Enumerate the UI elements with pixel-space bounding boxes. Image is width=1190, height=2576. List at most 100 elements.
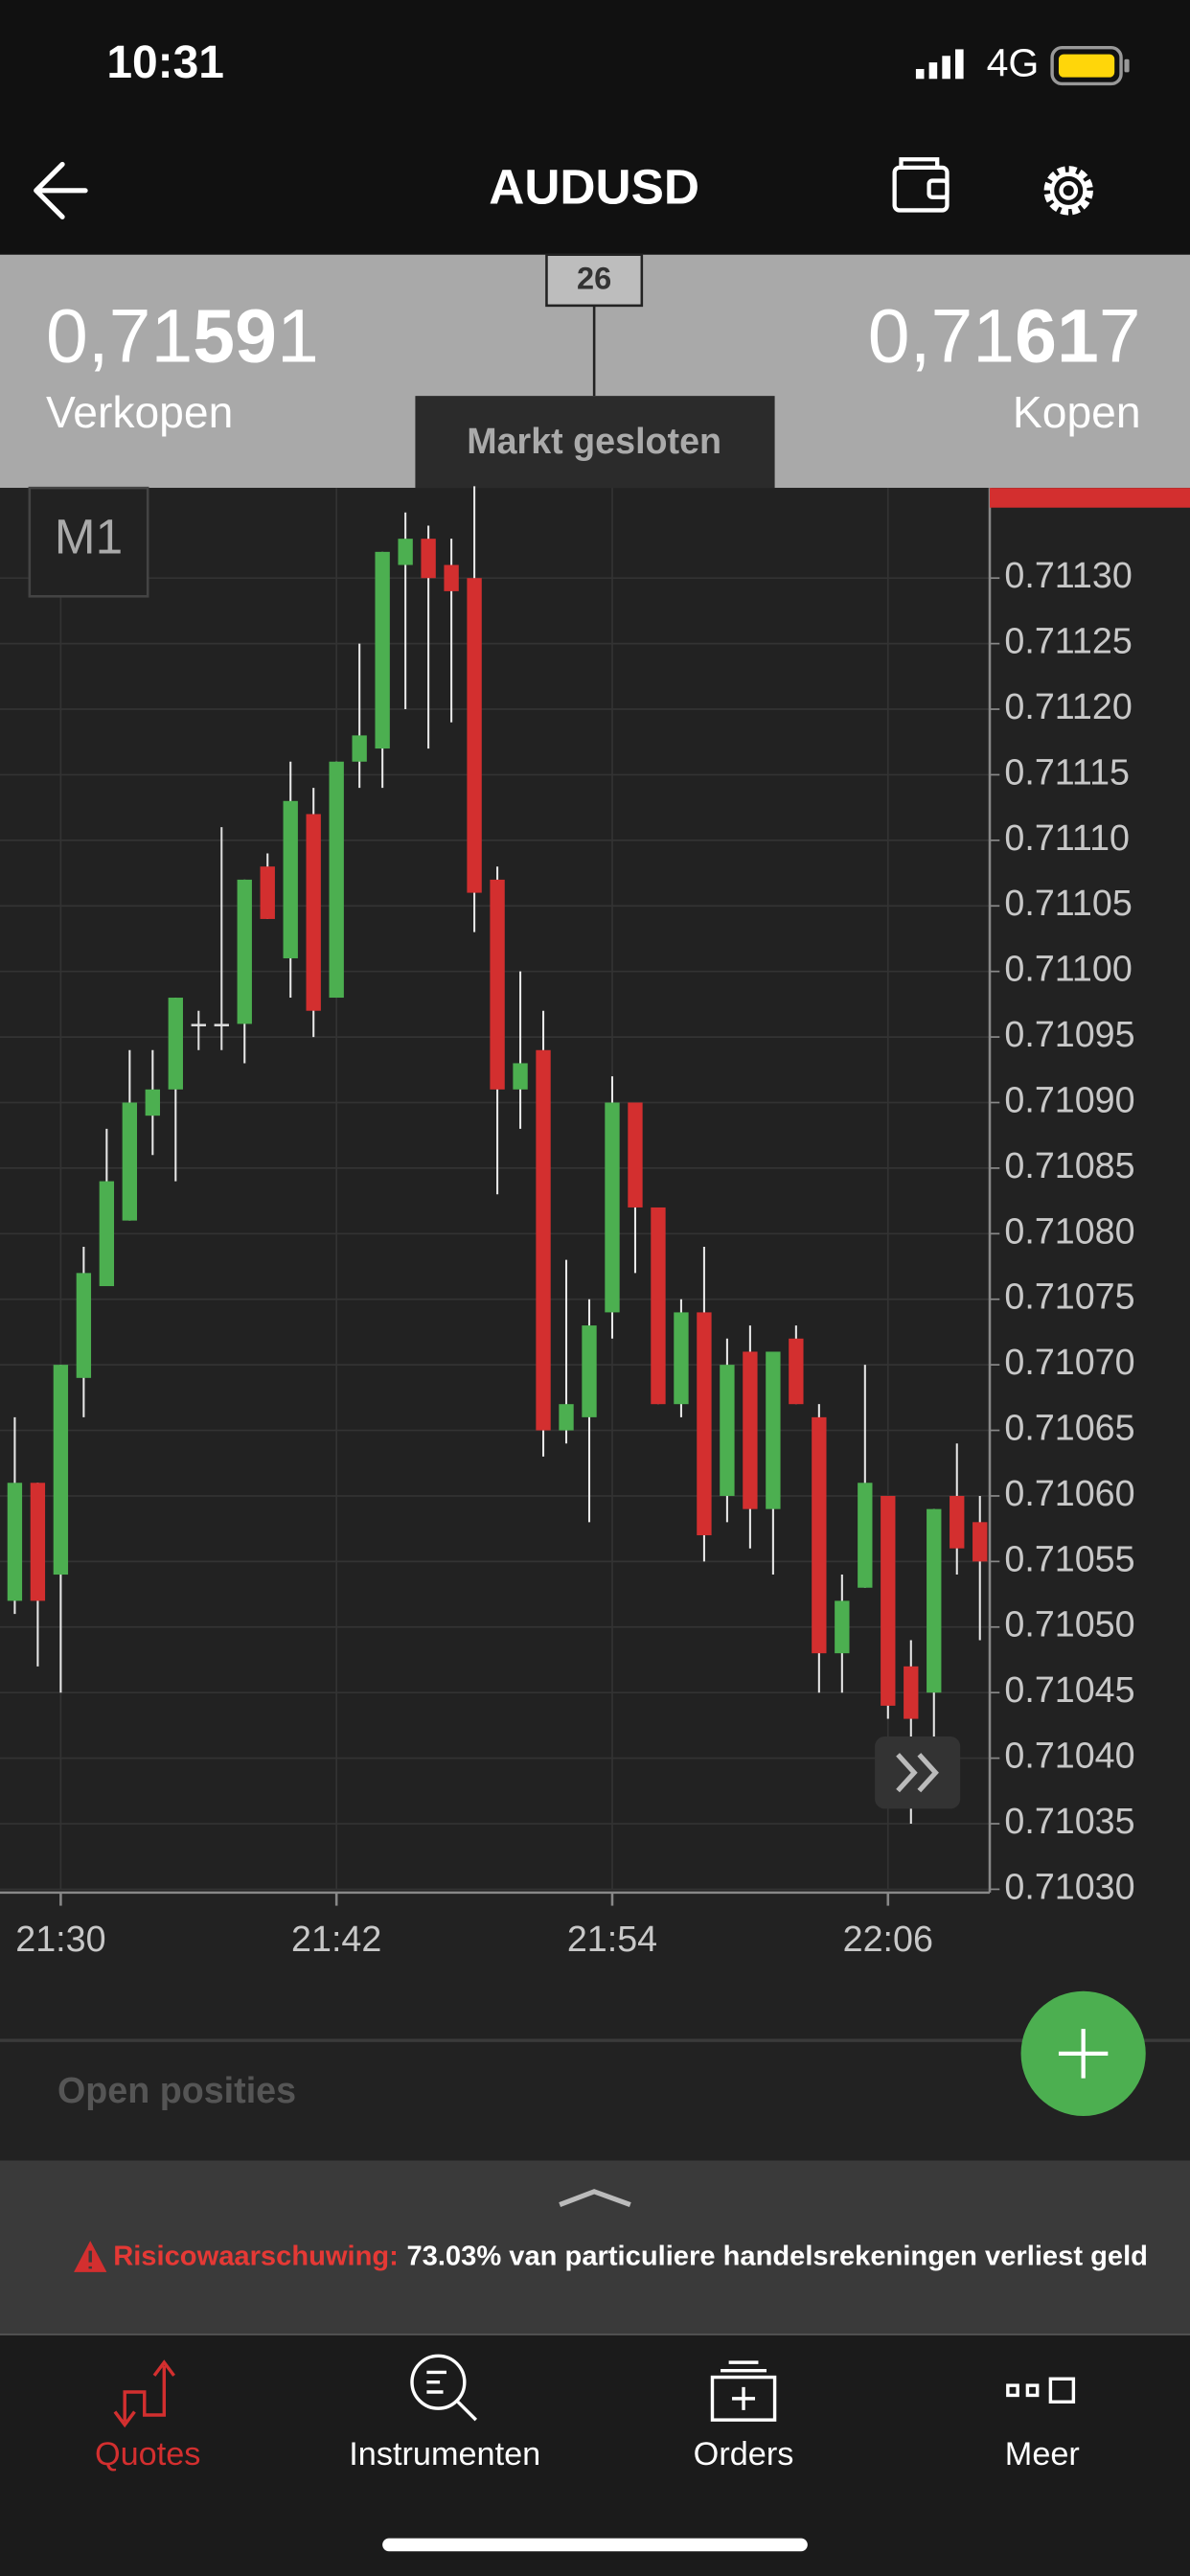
candle-body — [904, 1666, 919, 1719]
y-tick-label: 0.71070 — [1004, 1342, 1134, 1382]
candle-body — [582, 1325, 597, 1417]
y-tick-label: 0.71080 — [1004, 1210, 1134, 1251]
candle-body — [973, 1522, 988, 1562]
spread-marker: 26 — [577, 262, 611, 296]
candle-body — [766, 1351, 781, 1509]
price-suffix: 7 — [1099, 293, 1141, 378]
price-suffix: 1 — [277, 293, 319, 378]
nav-more[interactable]: Meer — [1005, 2377, 1080, 2472]
x-tick-label: 21:54 — [567, 1919, 657, 1959]
chart-bg — [0, 488, 1190, 2161]
candle-body — [467, 578, 482, 893]
y-tick-label: 0.71060 — [1004, 1473, 1134, 1513]
candle-body — [329, 761, 344, 999]
candle-body — [76, 1273, 92, 1378]
price-pips: 61 — [1015, 293, 1099, 378]
y-tick-label: 0.71075 — [1004, 1276, 1134, 1317]
spread-box — [545, 253, 644, 308]
candle-body — [237, 879, 252, 1024]
sell-label[interactable]: Verkopen — [46, 387, 233, 437]
candle-body — [513, 1063, 528, 1090]
y-tick-label: 0.71030 — [1004, 1866, 1134, 1906]
candlestick-chart: 0.71030 0.71035 0.71040 0.71045 0.71050 0.710… — [0, 486, 1135, 1959]
nav-orders[interactable]: Orders — [694, 2360, 794, 2472]
market-status-box — [415, 396, 775, 489]
candle-body — [375, 551, 390, 749]
y-tick-label: 0.71100 — [1004, 949, 1132, 989]
candle-body — [191, 1024, 206, 1026]
price-prefix: 0,71 — [868, 293, 1015, 378]
settings-button[interactable] — [1043, 166, 1093, 216]
candle-body — [398, 539, 413, 565]
candle-body — [7, 1483, 23, 1601]
candle-body — [99, 1181, 115, 1287]
candle-body — [421, 539, 436, 579]
current-price-tag — [990, 488, 1190, 508]
back-button[interactable] — [34, 161, 88, 219]
candle-body — [536, 1049, 551, 1431]
x-tick-label: 22:06 — [843, 1919, 933, 1959]
home-indicator — [382, 2538, 808, 2552]
candle-body — [214, 1024, 229, 1026]
candle-body — [168, 998, 183, 1090]
y-tick-label: 0.71050 — [1004, 1604, 1134, 1644]
y-tick-label: 0.71035 — [1004, 1801, 1134, 1841]
candle-body — [812, 1416, 827, 1654]
y-tick-label: 0.71105 — [1004, 883, 1132, 923]
candle-body — [605, 1102, 620, 1313]
candle-body — [490, 879, 505, 1090]
y-tick-label: 0.71125 — [1004, 621, 1132, 661]
nav-bar — [0, 2334, 1190, 2576]
open-positions-tab[interactable]: Open posities — [57, 2070, 296, 2110]
price-pips: 59 — [193, 293, 277, 378]
y-tick-label: 0.71065 — [1004, 1407, 1134, 1447]
wallet-button[interactable] — [892, 157, 950, 213]
candle-body — [628, 1102, 643, 1208]
nav-label: Instrumenten — [349, 2436, 540, 2472]
candle-body — [559, 1404, 574, 1431]
candle-body — [950, 1495, 965, 1549]
nav-label: Quotes — [95, 2436, 200, 2472]
y-tick-label: 0.71120 — [1004, 686, 1132, 726]
price-prefix: 0,71 — [46, 293, 193, 378]
nav-instruments[interactable]: Instrumenten — [349, 2354, 540, 2472]
candle-body — [674, 1312, 689, 1405]
y-tick-label: 0.71040 — [1004, 1736, 1134, 1776]
y-tick-label: 0.71055 — [1004, 1538, 1134, 1578]
battery-icon — [1050, 46, 1130, 86]
candle-body — [260, 866, 275, 919]
timeframe-box[interactable] — [28, 486, 149, 598]
candle-body — [720, 1365, 735, 1496]
nav-label: Orders — [694, 2436, 794, 2472]
y-tick-label: 0.71115 — [1004, 751, 1130, 792]
sell-price: 0,71591 — [46, 293, 319, 378]
candle-body — [927, 1508, 942, 1693]
y-tick-label: 0.71045 — [1004, 1669, 1134, 1710]
candle-body — [789, 1338, 804, 1405]
candle-body — [53, 1365, 69, 1576]
top-bar-bg — [0, 0, 1190, 255]
y-tick-label: 0.71130 — [1004, 555, 1132, 595]
candle-body — [835, 1600, 850, 1654]
signal-icon — [915, 49, 964, 80]
buy-label[interactable]: Kopen — [1013, 387, 1141, 437]
candle-body — [697, 1312, 712, 1536]
y-tick-label: 0.71085 — [1004, 1145, 1134, 1185]
candle-body — [858, 1483, 873, 1588]
status-time: 10:31 — [106, 37, 224, 88]
candle-body — [122, 1102, 138, 1221]
market-status: Markt gesloten — [467, 421, 721, 461]
scroll-latest-icon — [896, 1753, 939, 1793]
add-icon — [1058, 2029, 1109, 2079]
x-tick-label: 21:42 — [291, 1919, 381, 1959]
nav-quotes[interactable]: Quotes — [95, 2359, 200, 2472]
candle-body — [30, 1483, 46, 1601]
candle-body — [881, 1495, 896, 1706]
candle-body — [444, 564, 459, 591]
risk-warning: Risicowaarschuwing: 73.03% van particulie… — [113, 2241, 1148, 2271]
buy-price: 0,71617 — [868, 293, 1141, 378]
expand-chevron[interactable] — [559, 2189, 631, 2207]
y-tick-label: 0.71110 — [1004, 817, 1130, 858]
timeframe[interactable]: M1 — [55, 509, 123, 564]
